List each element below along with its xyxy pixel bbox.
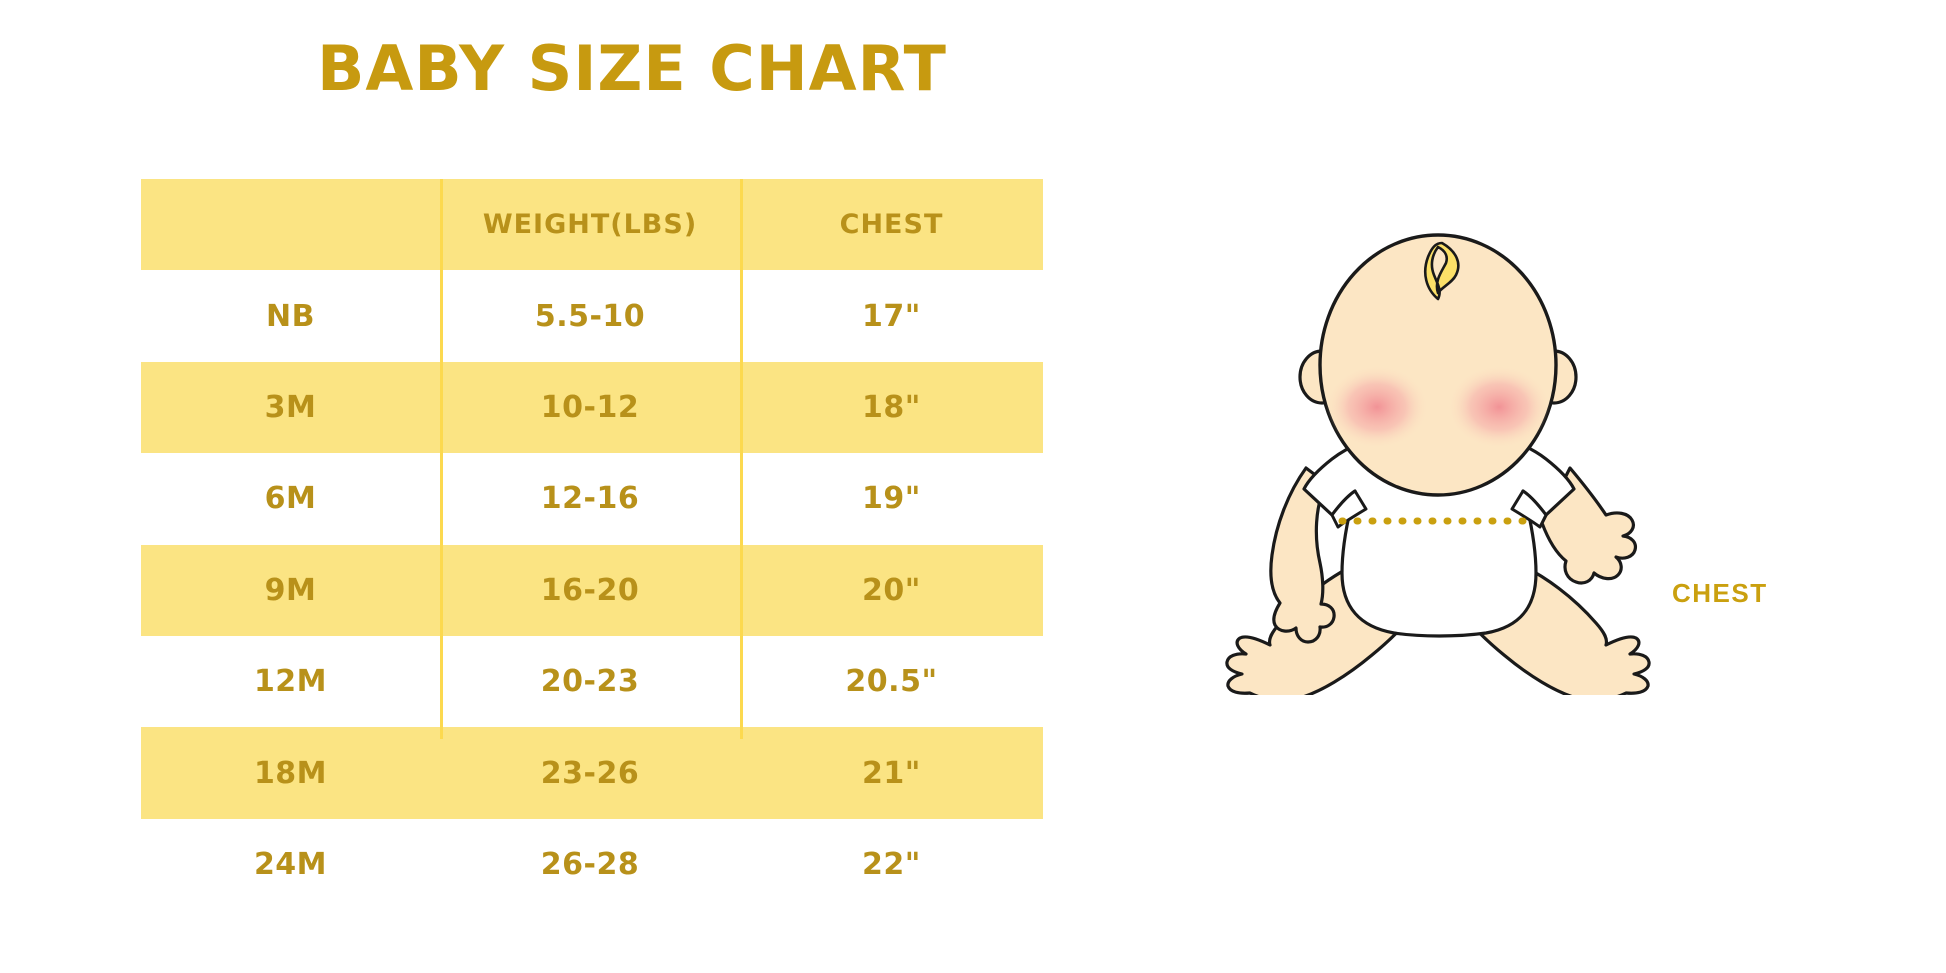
table-row: 3M 10-12 18": [141, 361, 1043, 454]
cell-size: 9M: [264, 572, 317, 608]
cell-chest: 20": [862, 572, 921, 608]
table-row: 24M 26-28 22": [141, 818, 1043, 911]
chest-annotation-label: CHEST: [1672, 578, 1768, 608]
table-row: 18M 23-26 21": [141, 727, 1043, 819]
cell-size: 18M: [253, 755, 328, 791]
page-title: BABY SIZE CHART: [317, 32, 947, 105]
sitting-baby-illustration: [1225, 233, 1651, 695]
cell-chest: 18": [862, 389, 921, 425]
cell-chest: 22": [862, 846, 921, 882]
cell-size: 6M: [264, 481, 317, 517]
cell-size: NB: [266, 298, 315, 334]
table-row: 12M 20-23 20.5": [141, 635, 1043, 728]
cell-size: 24M: [253, 846, 328, 882]
cell-chest: 21": [862, 755, 921, 791]
cell-chest: 20.5": [845, 664, 938, 700]
table-row: 6M 12-16 19": [141, 453, 1043, 545]
cell-weight: 20-23: [540, 664, 640, 700]
cell-weight: 16-20: [540, 572, 640, 608]
cell-chest: 17": [862, 298, 921, 334]
table-row: 9M 16-20 20": [141, 544, 1043, 636]
table-row: NB 5.5-10 17": [141, 270, 1043, 362]
cell-weight: 12-16: [540, 481, 640, 517]
cell-size: 12M: [253, 664, 328, 700]
cell-weight: 10-12: [540, 389, 640, 425]
baby-head: [1298, 233, 1578, 497]
header-cell-chest: CHEST: [839, 209, 944, 241]
header-cell-weight: WEIGHT(LBS): [482, 209, 698, 241]
size-chart-table: WEIGHT(LBS) CHEST NB 5.5-10 17" 3M 10-12…: [141, 179, 1043, 911]
cell-weight: 26-28: [540, 846, 640, 882]
cell-chest: 19": [862, 481, 921, 517]
cell-weight: 23-26: [540, 755, 640, 791]
cell-weight: 5.5-10: [534, 298, 646, 334]
cell-size: 3M: [264, 389, 317, 425]
table-header-row: WEIGHT(LBS) CHEST: [141, 179, 1043, 271]
